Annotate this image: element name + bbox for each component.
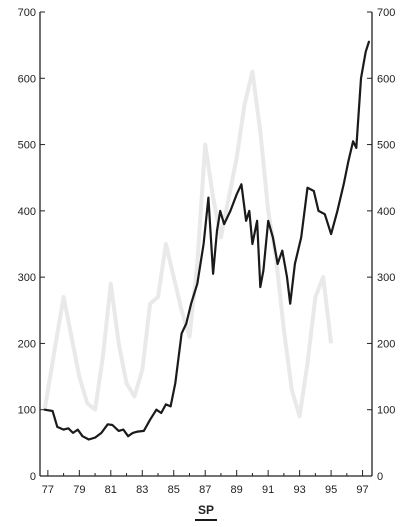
x-tick-label: 85 xyxy=(168,484,180,496)
x-tick-label: 87 xyxy=(199,484,211,496)
series-lines xyxy=(43,40,370,441)
x-tick-label: 83 xyxy=(136,484,148,496)
right-y-tick-label: 300 xyxy=(377,272,395,284)
x-tick-label: 97 xyxy=(356,484,368,496)
right-y-tick-label: 600 xyxy=(377,73,395,85)
right-y-tick-label: 700 xyxy=(377,7,395,19)
left-y-tick-label: 200 xyxy=(18,338,36,350)
x-tick-label: 79 xyxy=(73,484,85,496)
x-tick-label: 77 xyxy=(42,484,54,496)
background-series-line xyxy=(42,69,334,419)
right-y-tick-label: 100 xyxy=(377,405,395,417)
series-line-sp xyxy=(43,40,370,441)
axis-ticks: 0 0 100 100 200 200 300 300 400 400 500 500 600 600 70… xyxy=(18,7,396,496)
x-tick-label: 91 xyxy=(262,484,274,496)
right-y-tick-label: 400 xyxy=(377,206,395,218)
x-tick-label: 81 xyxy=(105,484,117,496)
x-tick-label: 93 xyxy=(293,484,305,496)
x-tick-label: 95 xyxy=(325,484,337,496)
left-y-tick-label: 400 xyxy=(18,206,36,218)
left-y-tick-label: 500 xyxy=(18,140,36,152)
left-y-tick-label: 600 xyxy=(18,73,36,85)
left-y-tick-label: 0 xyxy=(30,471,36,483)
left-y-tick-label: 300 xyxy=(18,272,36,284)
right-y-tick-label: 0 xyxy=(377,471,383,483)
right-y-tick-label: 500 xyxy=(377,140,395,152)
right-y-tick-label: 200 xyxy=(377,338,395,350)
left-y-tick-label: 700 xyxy=(18,7,36,19)
x-tick-label: 89 xyxy=(231,484,243,496)
left-y-tick-label: 100 xyxy=(18,405,36,417)
legend-label: SP xyxy=(198,503,214,517)
legend: SP xyxy=(195,503,217,521)
faded-background-series xyxy=(42,69,334,419)
